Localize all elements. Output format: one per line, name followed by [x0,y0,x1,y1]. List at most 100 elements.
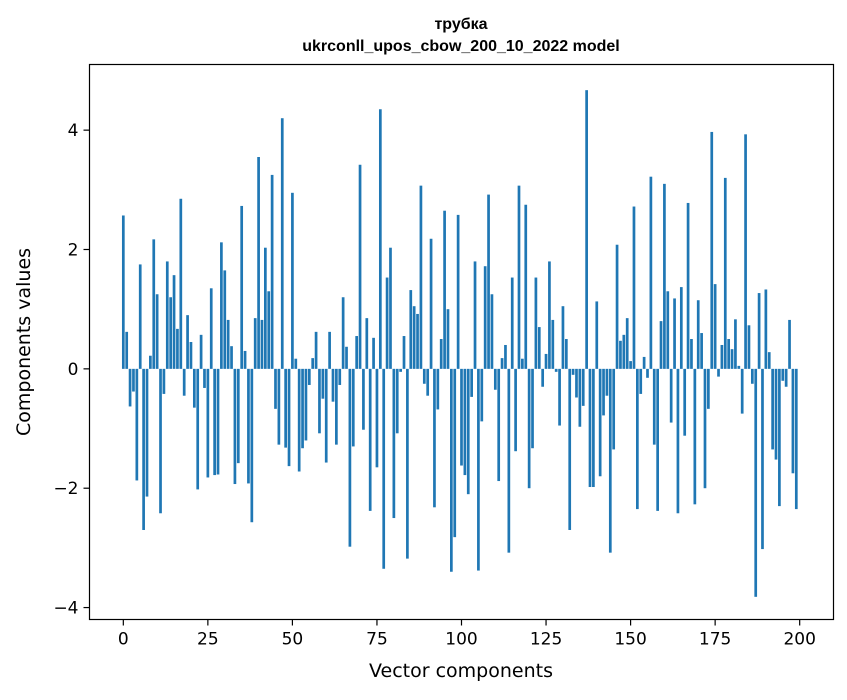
bar [152,239,156,369]
bar [206,368,210,478]
bar [791,368,795,474]
bar [541,368,545,387]
bar [460,368,463,466]
x-tick-label: 100 [445,630,477,650]
bar [264,247,267,369]
bar [335,368,338,445]
bar [717,368,720,377]
bar [378,109,382,369]
bar [764,289,768,369]
bar [757,293,761,369]
bar [402,336,406,369]
bar [226,319,230,369]
bar [324,368,328,463]
bar [382,368,386,569]
x-tick-label: 25 [197,630,219,650]
x-tick-label: 175 [699,630,731,650]
bar [213,368,216,476]
bar [578,368,582,427]
bar [253,318,257,369]
bar [362,368,365,430]
bar [436,368,440,410]
bar [602,368,605,416]
bar [220,242,223,369]
bar [534,277,538,369]
bar [132,368,135,392]
bar [433,368,436,508]
bar [504,344,507,369]
bar [470,368,473,397]
bar [203,368,206,388]
bar [351,368,355,447]
bar [571,368,575,375]
bar [216,368,220,475]
y-axis: −4 −2 0 2 4 [53,121,90,619]
bar [646,368,649,378]
x-tick-label: 125 [530,630,562,650]
bar [348,368,352,547]
bar [230,346,233,369]
bar [619,340,622,369]
bar [209,288,213,369]
bar [399,368,402,372]
bar [270,174,274,369]
bar [561,306,565,369]
bar [142,368,145,530]
bar [304,368,308,441]
bar [666,291,670,369]
bar [537,327,541,369]
bar [639,368,643,394]
bar [189,342,193,369]
bar [240,205,244,369]
bar [419,185,423,369]
bar [416,313,419,369]
bar [507,368,511,553]
bar [284,368,287,448]
bar [375,368,379,468]
x-axis-label: Vector components [369,660,553,682]
bar [247,368,250,484]
bar [280,118,284,369]
bar [409,290,413,369]
bar [605,368,609,396]
bar [788,319,791,369]
bar [274,368,277,409]
bar [581,368,585,406]
bar [307,368,311,385]
bar [480,368,484,422]
bar [693,368,697,505]
bar [781,368,785,381]
bar [186,315,189,369]
bar [615,244,619,369]
bar [450,368,453,572]
bar [446,309,450,369]
y-tick-label: 4 [68,121,79,141]
bar [412,306,416,369]
y-tick-label: −4 [53,599,78,619]
bar [527,368,531,489]
bar [345,346,348,369]
x-tick-label: 50 [282,630,304,650]
bar [395,368,399,434]
bar [531,368,534,449]
bar [608,368,612,553]
y-tick-label: −2 [53,479,78,499]
bar [392,368,396,519]
bar [372,337,375,369]
bar [761,368,764,550]
bar [642,356,646,369]
bar [155,294,159,369]
bar [521,358,524,369]
bar [703,368,707,489]
bar [179,198,183,369]
bar [629,361,632,369]
bar [784,368,788,387]
y-axis-label: Components values [13,248,35,436]
bar [730,349,734,369]
bar [192,368,196,408]
bar [548,261,551,369]
bar [162,368,166,394]
bar [473,261,477,369]
bar [700,333,703,369]
bar [121,215,125,369]
